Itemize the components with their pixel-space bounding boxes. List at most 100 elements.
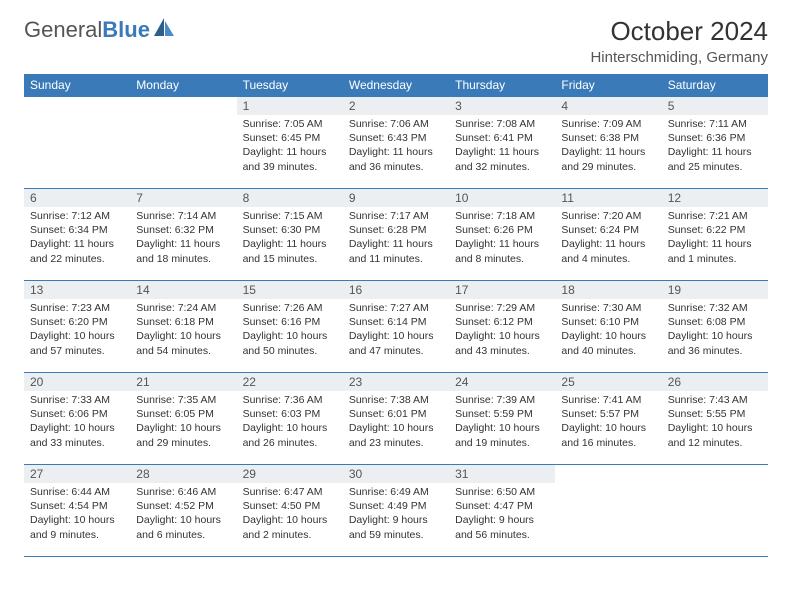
day-details: Sunrise: 6:49 AMSunset: 4:49 PMDaylight:… — [343, 483, 449, 546]
day-cell: 25Sunrise: 7:41 AMSunset: 5:57 PMDayligh… — [555, 373, 661, 465]
day-number: 22 — [237, 373, 343, 391]
day-number: 25 — [555, 373, 661, 391]
day-cell: 27Sunrise: 6:44 AMSunset: 4:54 PMDayligh… — [24, 465, 130, 557]
day-cell: 26Sunrise: 7:43 AMSunset: 5:55 PMDayligh… — [662, 373, 768, 465]
day-cell: 30Sunrise: 6:49 AMSunset: 4:49 PMDayligh… — [343, 465, 449, 557]
day-cell: 22Sunrise: 7:36 AMSunset: 6:03 PMDayligh… — [237, 373, 343, 465]
day-number: 19 — [662, 281, 768, 299]
day-details: Sunrise: 7:15 AMSunset: 6:30 PMDaylight:… — [237, 207, 343, 270]
day-details: Sunrise: 7:23 AMSunset: 6:20 PMDaylight:… — [24, 299, 130, 362]
calendar-table: SundayMondayTuesdayWednesdayThursdayFrid… — [24, 74, 768, 557]
day-number: 26 — [662, 373, 768, 391]
day-number: 30 — [343, 465, 449, 483]
day-number: 21 — [130, 373, 236, 391]
page-header: GeneralBlue October 2024 Hinterschmiding… — [24, 16, 768, 66]
day-details: Sunrise: 6:46 AMSunset: 4:52 PMDaylight:… — [130, 483, 236, 546]
day-details: Sunrise: 7:11 AMSunset: 6:36 PMDaylight:… — [662, 115, 768, 178]
day-number: 31 — [449, 465, 555, 483]
dow-cell: Wednesday — [343, 74, 449, 97]
day-cell: 11Sunrise: 7:20 AMSunset: 6:24 PMDayligh… — [555, 189, 661, 281]
day-details: Sunrise: 7:33 AMSunset: 6:06 PMDaylight:… — [24, 391, 130, 454]
day-number: 27 — [24, 465, 130, 483]
day-details: Sunrise: 7:12 AMSunset: 6:34 PMDaylight:… — [24, 207, 130, 270]
day-details: Sunrise: 7:38 AMSunset: 6:01 PMDaylight:… — [343, 391, 449, 454]
week-row: 13Sunrise: 7:23 AMSunset: 6:20 PMDayligh… — [24, 281, 768, 373]
day-number: 2 — [343, 97, 449, 115]
day-cell: 5Sunrise: 7:11 AMSunset: 6:36 PMDaylight… — [662, 97, 768, 189]
week-row: 20Sunrise: 7:33 AMSunset: 6:06 PMDayligh… — [24, 373, 768, 465]
week-row: 1Sunrise: 7:05 AMSunset: 6:45 PMDaylight… — [24, 97, 768, 189]
day-cell: 31Sunrise: 6:50 AMSunset: 4:47 PMDayligh… — [449, 465, 555, 557]
day-cell: 29Sunrise: 6:47 AMSunset: 4:50 PMDayligh… — [237, 465, 343, 557]
day-number: 28 — [130, 465, 236, 483]
day-details: Sunrise: 7:43 AMSunset: 5:55 PMDaylight:… — [662, 391, 768, 454]
day-number: 24 — [449, 373, 555, 391]
month-title: October 2024 — [590, 16, 768, 47]
day-number: 18 — [555, 281, 661, 299]
day-cell: 24Sunrise: 7:39 AMSunset: 5:59 PMDayligh… — [449, 373, 555, 465]
day-number: 8 — [237, 189, 343, 207]
day-details: Sunrise: 6:44 AMSunset: 4:54 PMDaylight:… — [24, 483, 130, 546]
day-number: 20 — [24, 373, 130, 391]
title-block: October 2024 Hinterschmiding, Germany — [590, 16, 768, 66]
day-number: 13 — [24, 281, 130, 299]
day-details: Sunrise: 7:35 AMSunset: 6:05 PMDaylight:… — [130, 391, 236, 454]
dow-cell: Monday — [130, 74, 236, 97]
day-details: Sunrise: 7:14 AMSunset: 6:32 PMDaylight:… — [130, 207, 236, 270]
day-details: Sunrise: 7:24 AMSunset: 6:18 PMDaylight:… — [130, 299, 236, 362]
day-number: 11 — [555, 189, 661, 207]
day-cell: 3Sunrise: 7:08 AMSunset: 6:41 PMDaylight… — [449, 97, 555, 189]
day-details: Sunrise: 7:18 AMSunset: 6:26 PMDaylight:… — [449, 207, 555, 270]
day-number: 3 — [449, 97, 555, 115]
day-cell: 15Sunrise: 7:26 AMSunset: 6:16 PMDayligh… — [237, 281, 343, 373]
day-number: 5 — [662, 97, 768, 115]
day-details: Sunrise: 7:05 AMSunset: 6:45 PMDaylight:… — [237, 115, 343, 178]
logo: GeneralBlue — [24, 16, 176, 43]
logo-text: GeneralBlue — [24, 17, 150, 43]
day-details: Sunrise: 7:26 AMSunset: 6:16 PMDaylight:… — [237, 299, 343, 362]
day-number: 23 — [343, 373, 449, 391]
day-number: 12 — [662, 189, 768, 207]
day-cell — [662, 465, 768, 557]
day-number: 10 — [449, 189, 555, 207]
day-number: 7 — [130, 189, 236, 207]
day-cell: 17Sunrise: 7:29 AMSunset: 6:12 PMDayligh… — [449, 281, 555, 373]
day-cell: 20Sunrise: 7:33 AMSunset: 6:06 PMDayligh… — [24, 373, 130, 465]
logo-word-blue: Blue — [102, 17, 150, 42]
day-cell: 14Sunrise: 7:24 AMSunset: 6:18 PMDayligh… — [130, 281, 236, 373]
day-cell: 16Sunrise: 7:27 AMSunset: 6:14 PMDayligh… — [343, 281, 449, 373]
day-number: 4 — [555, 97, 661, 115]
day-cell: 10Sunrise: 7:18 AMSunset: 6:26 PMDayligh… — [449, 189, 555, 281]
day-number: 14 — [130, 281, 236, 299]
day-details: Sunrise: 7:09 AMSunset: 6:38 PMDaylight:… — [555, 115, 661, 178]
day-number: 17 — [449, 281, 555, 299]
day-number: 16 — [343, 281, 449, 299]
day-cell: 8Sunrise: 7:15 AMSunset: 6:30 PMDaylight… — [237, 189, 343, 281]
logo-word-general: General — [24, 17, 102, 42]
day-cell: 4Sunrise: 7:09 AMSunset: 6:38 PMDaylight… — [555, 97, 661, 189]
day-cell — [24, 97, 130, 189]
day-number: 6 — [24, 189, 130, 207]
day-number: 15 — [237, 281, 343, 299]
day-details: Sunrise: 7:17 AMSunset: 6:28 PMDaylight:… — [343, 207, 449, 270]
day-cell — [130, 97, 236, 189]
day-details: Sunrise: 7:29 AMSunset: 6:12 PMDaylight:… — [449, 299, 555, 362]
day-details: Sunrise: 7:06 AMSunset: 6:43 PMDaylight:… — [343, 115, 449, 178]
day-cell: 23Sunrise: 7:38 AMSunset: 6:01 PMDayligh… — [343, 373, 449, 465]
sail-icon — [152, 16, 176, 43]
day-cell: 2Sunrise: 7:06 AMSunset: 6:43 PMDaylight… — [343, 97, 449, 189]
week-row: 27Sunrise: 6:44 AMSunset: 4:54 PMDayligh… — [24, 465, 768, 557]
dow-row: SundayMondayTuesdayWednesdayThursdayFrid… — [24, 74, 768, 97]
day-details: Sunrise: 7:08 AMSunset: 6:41 PMDaylight:… — [449, 115, 555, 178]
dow-cell: Tuesday — [237, 74, 343, 97]
day-details: Sunrise: 6:50 AMSunset: 4:47 PMDaylight:… — [449, 483, 555, 546]
week-row: 6Sunrise: 7:12 AMSunset: 6:34 PMDaylight… — [24, 189, 768, 281]
day-cell: 21Sunrise: 7:35 AMSunset: 6:05 PMDayligh… — [130, 373, 236, 465]
day-cell: 19Sunrise: 7:32 AMSunset: 6:08 PMDayligh… — [662, 281, 768, 373]
day-details: Sunrise: 7:30 AMSunset: 6:10 PMDaylight:… — [555, 299, 661, 362]
day-cell: 6Sunrise: 7:12 AMSunset: 6:34 PMDaylight… — [24, 189, 130, 281]
day-details: Sunrise: 7:32 AMSunset: 6:08 PMDaylight:… — [662, 299, 768, 362]
day-details: Sunrise: 7:39 AMSunset: 5:59 PMDaylight:… — [449, 391, 555, 454]
day-cell: 1Sunrise: 7:05 AMSunset: 6:45 PMDaylight… — [237, 97, 343, 189]
location-label: Hinterschmiding, Germany — [590, 49, 768, 66]
